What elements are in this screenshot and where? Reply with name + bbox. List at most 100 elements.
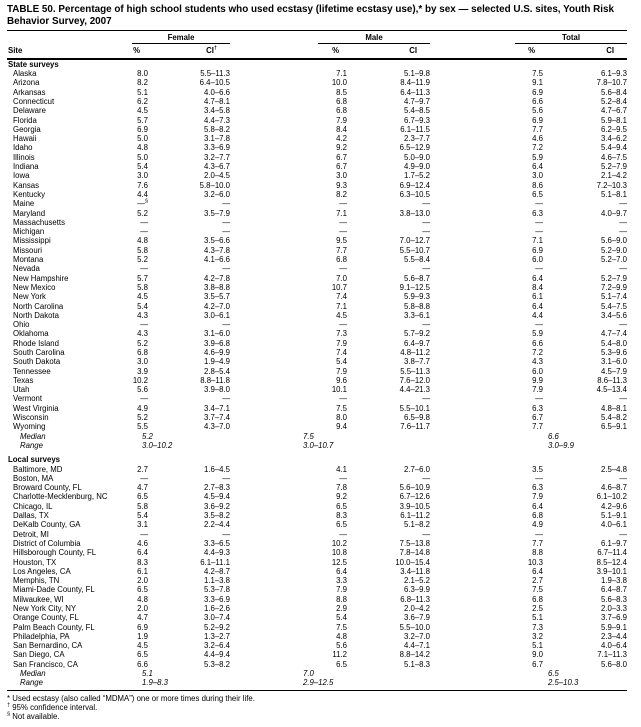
total-ci-cell: 4.6–8.7 bbox=[601, 483, 628, 493]
female-ci-cell: 3.5–7.9 bbox=[203, 208, 230, 218]
total-pct-cell: 7.9 bbox=[532, 385, 543, 395]
male-pct-cell: — bbox=[339, 473, 347, 483]
total-pct-cell: 6.1 bbox=[532, 292, 543, 302]
table-row: North Carolina 5.4 4.2–7.0 7.1 5.8–8.8 6.4 5.4… bbox=[7, 302, 627, 311]
dagger-footnote-marker: † bbox=[213, 45, 217, 52]
site-cell: Baltimore, MD bbox=[13, 464, 63, 474]
male-ci-cell: 5.5–11.3 bbox=[400, 366, 430, 376]
site-cell: Michigan bbox=[13, 227, 45, 237]
table-row: San Francisco, CA 6.6 5.3–8.2 6.5 5.1–8.3 6.7… bbox=[7, 660, 627, 669]
total-pct-cell: 7.9 bbox=[532, 492, 543, 502]
male-ci-cell: 7.8–14.8 bbox=[399, 548, 430, 558]
site-cell: Miami-Dade County, FL bbox=[13, 585, 95, 595]
total-pct-cell: 6.0 bbox=[532, 366, 543, 376]
female-ci-cell: 6.1–11.1 bbox=[200, 557, 230, 567]
total-ci-cell: 5.1–8.1 bbox=[601, 189, 628, 199]
male-ci-cell: 6.4–11.3 bbox=[400, 87, 430, 97]
site-cell: New Mexico bbox=[13, 282, 56, 292]
table-row: New Hampshire 5.7 4.2–7.8 7.0 5.6–8.7 6.4 5.2–… bbox=[7, 274, 627, 283]
table-row: New York City, NY 2.0 1.6–2.6 2.9 2.0–4.2 2.5… bbox=[7, 604, 627, 613]
male-ci-cell: 3.3–6.1 bbox=[403, 310, 430, 320]
female-ci-cell: 2.2–4.4 bbox=[203, 520, 230, 530]
total-ci-header: CI bbox=[543, 46, 628, 60]
total-pct-cell: 6.3 bbox=[532, 208, 543, 218]
male-ci-cell: 3.8–13.0 bbox=[399, 208, 430, 218]
male-ci-cell: 8.8–14.2 bbox=[399, 650, 430, 660]
table-row: South Carolina 6.8 4.6–9.9 7.4 4.8–11.2 7.2 5.… bbox=[7, 348, 627, 357]
footnotes: * Used ecstasy (also called “MDMA”) one … bbox=[7, 694, 627, 722]
site-cell: Memphis, TN bbox=[13, 576, 60, 586]
male-pct-header: % bbox=[230, 46, 347, 60]
table-row: Illinois 5.0 3.2–7.7 6.7 5.0–9.0 5.9 4.6–7.5 bbox=[7, 153, 627, 162]
male-ci-cell: 5.4–8.5 bbox=[403, 106, 430, 116]
male-ci-cell: 6.3–10.5 bbox=[399, 189, 430, 199]
male-pct-cell: 10.8 bbox=[331, 548, 347, 558]
total-pct-cell: 7.2 bbox=[532, 143, 543, 153]
female-ci-cell: 2.7–8.3 bbox=[203, 483, 230, 493]
female-pct-cell: 5.2 bbox=[137, 338, 148, 348]
total-ci-cell: 4.5–13.4 bbox=[596, 385, 628, 395]
site-cell: New York bbox=[13, 292, 46, 302]
female-pct-cell: 5.8 bbox=[137, 501, 148, 511]
male-pct-cell: 9.2 bbox=[336, 143, 347, 153]
female-ci-cell: 6.4–10.5 bbox=[199, 78, 230, 88]
site-cell: Connecticut bbox=[13, 96, 55, 106]
female-pct-cell: 6.5 bbox=[137, 650, 148, 660]
male-ci-cell: — bbox=[422, 199, 430, 209]
table-bottom-divider bbox=[7, 689, 627, 691]
male-pct-cell: 7.1 bbox=[336, 301, 347, 311]
male-ci-cell: 2.7–6.0 bbox=[403, 464, 430, 474]
male-ci-cell: 7.6–12.0 bbox=[399, 375, 430, 385]
total-ci-cell: 6.5–9.1 bbox=[601, 422, 628, 432]
female-ci-cell: 1.6–2.6 bbox=[203, 604, 230, 613]
section-header: State surveys bbox=[8, 59, 59, 69]
total-pct-cell: 6.4 bbox=[532, 501, 543, 511]
total-ci-cell: 5.1–9.1 bbox=[601, 511, 628, 521]
total-pct-cell: 6.4 bbox=[532, 162, 543, 172]
total-pct-cell: 6.7 bbox=[532, 413, 543, 423]
male-ci-cell: 6.9–12.4 bbox=[399, 180, 430, 190]
table-row: Orange County, FL 4.7 3.0–7.4 5.4 3.6–7.9 5.1… bbox=[7, 613, 627, 622]
site-cell: Montana bbox=[13, 255, 44, 265]
male-pct-cell: 7.7 bbox=[336, 245, 347, 255]
site-cell: North Carolina bbox=[13, 301, 64, 311]
male-ci-header: CI bbox=[347, 46, 430, 60]
total-pct-cell: — bbox=[535, 473, 543, 483]
male-pct-cell: 6.8 bbox=[336, 96, 347, 106]
total-pct-cell: 7.7 bbox=[532, 422, 543, 432]
male-ci-cell: 5.9–9.3 bbox=[403, 292, 430, 302]
male-ci-cell: 3.2–7.0 bbox=[403, 631, 430, 641]
table-row: Chicago, IL 5.8 3.6–9.2 6.5 3.9–10.5 6.4 4.2–9… bbox=[7, 502, 627, 511]
total-ci-cell: 6.4–8.7 bbox=[601, 585, 628, 595]
female-pct-cell: 3.0 bbox=[137, 171, 148, 181]
table-row: Milwaukee, WI 4.8 3.3–6.9 8.8 6.8–11.3 6.8 5.6… bbox=[7, 595, 627, 604]
table-row: Indiana 5.4 4.3–6.7 6.7 4.9–9.0 6.4 5.2–7.9 bbox=[7, 162, 627, 171]
total-pct-cell: 5.9 bbox=[532, 152, 543, 162]
table-row: Oklahoma 4.3 3.1–6.0 7.3 5.7–9.2 5.9 4.7–7.4 bbox=[7, 329, 627, 338]
male-pct-cell: 6.7 bbox=[336, 152, 347, 162]
female-ci-cell: 3.0–6.1 bbox=[203, 310, 230, 320]
female-ci-cell: 1.3–2.7 bbox=[203, 631, 230, 641]
total-pct-cell: 2.5 bbox=[532, 604, 543, 613]
stat-row-label: Median bbox=[20, 431, 46, 441]
male-pct-cell: 7.9 bbox=[336, 366, 347, 376]
total-pct-cell: 9.1 bbox=[532, 78, 543, 88]
total-ci-cell: 4.7–7.4 bbox=[601, 329, 628, 339]
site-cell: Hillsborough County, FL bbox=[13, 548, 97, 558]
female-ci-cell: 1.1–3.8 bbox=[203, 576, 230, 586]
male-ci-cell: — bbox=[422, 217, 430, 227]
female-ci-cell: 4.4–9.3 bbox=[203, 548, 230, 558]
median-value: 7.5 bbox=[303, 431, 314, 441]
total-ci-cell: 7.2–9.9 bbox=[601, 282, 628, 292]
table-row: Baltimore, MD 2.7 1.6–4.5 4.1 2.7–6.0 3.5 2.5–… bbox=[7, 465, 627, 474]
table-row: Detroit, MI — — — — — — bbox=[7, 530, 627, 539]
total-ci-cell: 5.9–9.1 bbox=[601, 622, 628, 632]
female-pct-cell: 4.4 bbox=[137, 189, 148, 199]
male-ci-cell: 7.6–11.7 bbox=[400, 422, 430, 432]
female-ci-cell: 3.1–6.0 bbox=[203, 329, 230, 339]
total-ci-cell: 8.6–11.3 bbox=[597, 375, 628, 385]
site-cell: Philadelphia, PA bbox=[13, 631, 70, 641]
total-ci-cell: 1.9–3.8 bbox=[601, 576, 628, 586]
male-pct-cell: 7.5 bbox=[336, 622, 347, 632]
female-pct-cell: 4.7 bbox=[137, 483, 148, 493]
